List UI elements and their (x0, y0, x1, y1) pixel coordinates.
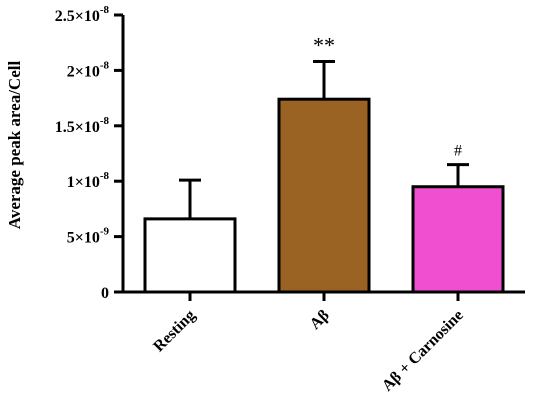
y-tick-label-0: 0 (101, 285, 109, 302)
y-tick-label-2: 1×10-8 (67, 170, 110, 191)
x-tick-label-1: Aβ (307, 307, 333, 333)
y-tick-label-4: 2×10-8 (67, 59, 110, 80)
y-tick-exponent-4: -8 (100, 59, 110, 71)
y-tick-label-1: 5×10-9 (67, 226, 110, 247)
significance-label-2: # (454, 143, 462, 160)
y-tick-exponent-1: -9 (100, 226, 110, 238)
bar-2 (411, 185, 505, 294)
x-tick-label-2: Aβ + Carnosine (379, 307, 467, 395)
y-tick-exponent-3: -8 (100, 115, 110, 127)
y-tick-label-5: 2.5×10-8 (55, 4, 110, 25)
y-axis-label: Average peak area/Cell (5, 61, 24, 230)
y-tick-exponent-5: -8 (100, 4, 110, 16)
bar-1 (277, 97, 371, 294)
y-tick-exponent-2: -8 (100, 170, 110, 182)
y-axis-ticks: 0 5×10-9 1×10-8 1.5×10-8 2×10-8 2.5×10-8 (55, 4, 123, 302)
y-tick-label-3: 1.5×10-8 (55, 115, 110, 136)
bar-0 (143, 217, 237, 294)
bars: ** # (143, 33, 505, 294)
x-tick-label-0: Resting (150, 307, 198, 355)
significance-label-1: ** (313, 33, 335, 58)
x-axis-labels: Resting Aβ Aβ + Carnosine (150, 292, 467, 395)
